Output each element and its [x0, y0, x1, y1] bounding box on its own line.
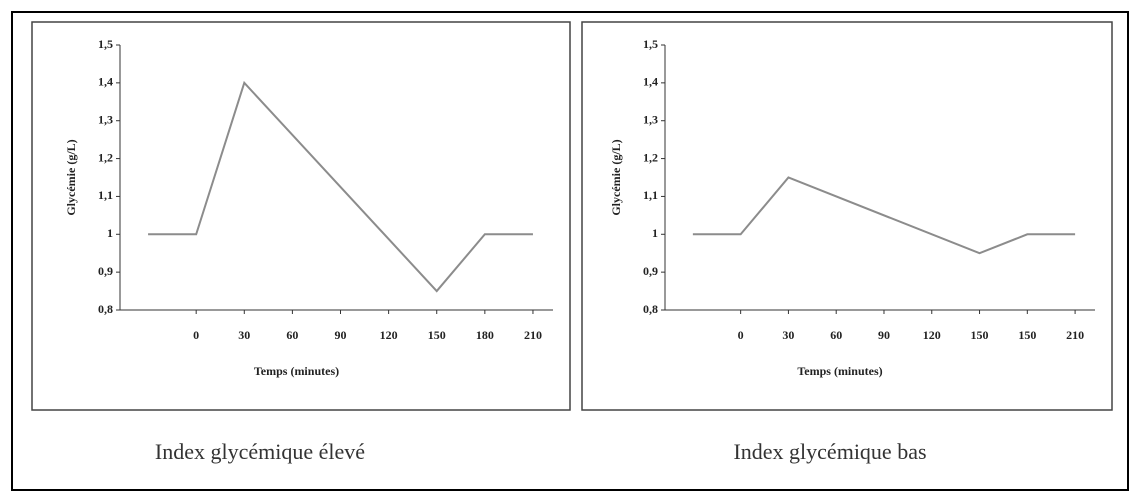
x-tick-label: 0 — [193, 328, 199, 342]
x-axis-label: Temps (minutes) — [797, 364, 882, 378]
x-tick-label: 150 — [971, 328, 989, 342]
x-tick-label: 150 — [428, 328, 446, 342]
x-tick-label: 180 — [476, 328, 494, 342]
chart-frame — [581, 21, 1113, 411]
chart-frame — [31, 21, 571, 411]
y-axis-label: Glycémie (g/L) — [64, 139, 78, 215]
x-axis-label: Temps (minutes) — [254, 364, 339, 378]
y-tick-label: 1,4 — [643, 75, 658, 89]
x-tick-label: 30 — [782, 328, 794, 342]
x-tick-label: 120 — [380, 328, 398, 342]
y-tick-label: 1,2 — [98, 150, 113, 164]
x-tick-label: 60 — [830, 328, 842, 342]
y-tick-label: 1 — [652, 226, 658, 240]
x-tick-label: 120 — [923, 328, 941, 342]
x-tick-label: 90 — [335, 328, 347, 342]
x-tick-label: 90 — [878, 328, 890, 342]
y-tick-label: 1,3 — [643, 112, 658, 126]
y-tick-label: 0,9 — [643, 264, 658, 278]
y-tick-label: 1,5 — [643, 37, 658, 51]
y-tick-label: 1,2 — [643, 150, 658, 164]
y-tick-label: 0,8 — [98, 302, 113, 316]
y-tick-label: 0,8 — [643, 302, 658, 316]
x-tick-label: 60 — [286, 328, 298, 342]
y-tick-label: 1,5 — [98, 37, 113, 51]
x-tick-label: 210 — [524, 328, 542, 342]
caption: Index glycémique bas — [733, 439, 926, 464]
line — [692, 176, 1076, 255]
y-tick-label: 1 — [107, 226, 113, 240]
x-tick-label: 0 — [738, 328, 744, 342]
y-tick-label: 1,4 — [98, 75, 113, 89]
x-tick-label: 210 — [1066, 328, 1084, 342]
outer-frame — [11, 11, 1129, 491]
caption: Index glycémique élevé — [155, 439, 365, 464]
line — [148, 80, 533, 293]
y-tick-label: 1,1 — [643, 188, 658, 202]
x-tick-label: 30 — [238, 328, 250, 342]
x-tick-label: 150 — [1018, 328, 1036, 342]
y-tick-label: 0,9 — [98, 264, 113, 278]
y-axis-label: Glycémie (g/L) — [609, 139, 623, 215]
y-tick-label: 1,1 — [98, 188, 113, 202]
y-tick-label: 1,3 — [98, 112, 113, 126]
